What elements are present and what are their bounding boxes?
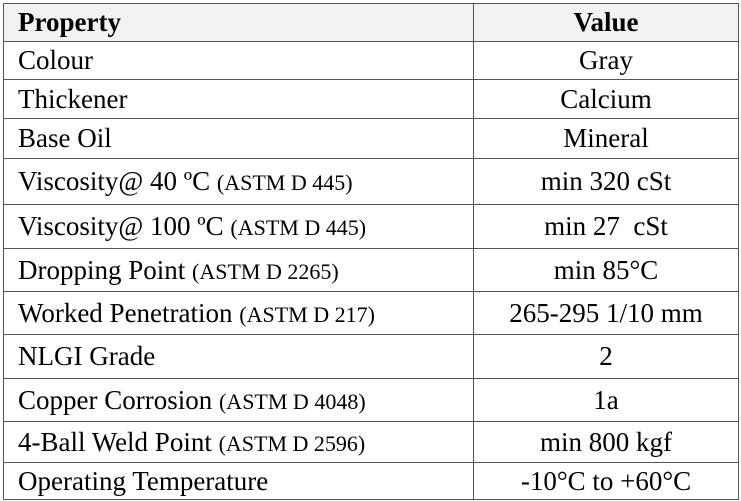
table-row: NLGI Grade 2 [3, 334, 739, 379]
table-row: Viscosity@ 100 ºC (ASTM D 445) min 27 cSt [3, 204, 739, 249]
value-cell: min 800 kgf [473, 421, 739, 463]
property-name: Viscosity@ 40 ºC [18, 166, 211, 196]
value-cell: Mineral [473, 118, 739, 159]
test-standard: (ASTM D 2265) [192, 258, 339, 284]
table-row: Operating Temperature -10°C to +60°C [3, 462, 739, 500]
value-cell: 1a [473, 378, 739, 422]
value-cell: 265-295 1/10 mm [473, 291, 739, 335]
table-row: Thickener Calcium [3, 79, 739, 119]
value-cell: min 85°C [473, 248, 739, 292]
property-name: Thickener [18, 83, 128, 114]
property-name: 4-Ball Weld Point [18, 426, 212, 457]
property-name: Worked Penetration [18, 297, 233, 328]
property-name: Dropping Point [18, 254, 186, 285]
property-cell: Colour [3, 41, 474, 80]
value-cell: -10°C to +60°C [473, 462, 739, 500]
table-row: Worked Penetration (ASTM D 217) 265-295 1… [3, 291, 739, 335]
test-standard: (ASTM D 4048) [218, 388, 366, 414]
value-cell: 2 [473, 334, 739, 379]
test-standard: (ASTM D 445) [216, 170, 353, 195]
table-row: Base Oil Mineral [3, 118, 739, 159]
property-cell: Base Oil [3, 118, 474, 159]
property-cell: Worked Penetration (ASTM D 217) [3, 291, 474, 335]
value-cell: Gray [473, 41, 739, 80]
property-cell: Thickener [3, 79, 474, 119]
property-table: Property Value Colour Gray Thickener Calciu… [3, 3, 739, 500]
value-cell: Calcium [473, 79, 739, 119]
property-cell: 4-Ball Weld Point (ASTM D 2596) [3, 421, 474, 463]
header-cell: Value [473, 3, 739, 42]
property-name: Viscosity@ 100 ºC [18, 211, 224, 241]
test-standard: (ASTM D 217) [239, 301, 375, 327]
header-cell: Property [3, 3, 474, 42]
test-standard: (ASTM D 2596) [218, 430, 366, 456]
table-row: Dropping Point (ASTM D 2265) min 85°C [3, 248, 739, 292]
table-row: 4-Ball Weld Point (ASTM D 2596) min 800 k… [3, 421, 739, 463]
property-name: Colour [18, 45, 94, 75]
property-cell: Viscosity@ 40 ºC (ASTM D 445) [3, 158, 474, 205]
property-cell: NLGI Grade [3, 334, 474, 379]
table-body: Property Value Colour Gray Thickener Calciu… [3, 3, 739, 500]
property-name: Base Oil [18, 123, 112, 153]
header-row: Property Value [3, 3, 739, 42]
test-standard: (ASTM D 445) [230, 215, 367, 240]
property-cell: Dropping Point (ASTM D 2265) [3, 248, 474, 292]
property-cell: Viscosity@ 100 ºC (ASTM D 445) [3, 204, 474, 249]
property-name: Operating Temperature [18, 465, 269, 496]
property-name: NLGI Grade [18, 341, 156, 371]
value-cell: min 27 cSt [473, 204, 739, 249]
property-cell: Copper Corrosion (ASTM D 4048) [3, 378, 474, 422]
value-cell: min 320 cSt [473, 158, 739, 205]
property-cell: Operating Temperature [3, 462, 474, 500]
table-row: Viscosity@ 40 ºC (ASTM D 445) min 320 cSt [3, 158, 739, 205]
table-row: Copper Corrosion (ASTM D 4048) 1a [3, 378, 739, 422]
property-name: Copper Corrosion [18, 384, 213, 415]
table-row: Colour Gray [3, 41, 739, 80]
